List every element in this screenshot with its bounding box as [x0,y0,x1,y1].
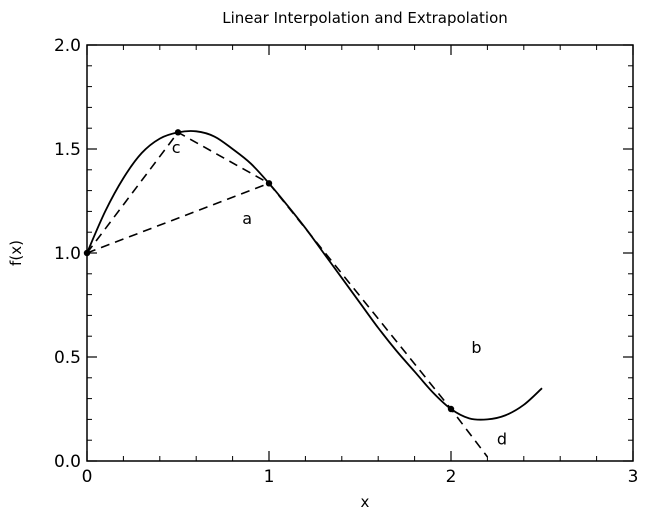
x-tick-label: 0 [82,467,93,487]
y-tick-label: 0.5 [54,348,81,368]
data-point [174,129,182,136]
data-point [265,180,273,187]
data-point [83,249,91,257]
function-curve [86,130,543,421]
plot-frame [86,44,634,462]
y-tick-label: 2.0 [54,36,81,56]
interpolation-line-3 [268,182,489,458]
x-tick-label: 3 [628,467,639,487]
y-tick-label: 0.0 [54,452,81,472]
x-axis-label: x [361,493,370,510]
x-tick-label: 2 [446,467,457,487]
series-layer [86,130,543,458]
x-tick-label: 1 [264,467,275,487]
annotations: a b c d [172,138,507,448]
axis-ticks: 0 1 2 3 0.0 0.5 1.0 1.5 2.0 [54,36,638,487]
annotation-b: b [471,338,481,357]
data-point [447,405,455,413]
data-points [83,129,455,413]
y-tick-label: 1.5 [54,140,81,160]
annotation-a: a [242,209,252,228]
y-axis-label: f(x) [7,240,25,266]
interpolation-line-1 [86,182,270,254]
y-tick-label: 1.0 [54,244,81,264]
annotation-d: d [497,429,507,448]
chart-title: Linear Interpolation and Extrapolation [222,9,508,27]
annotation-c: c [172,138,181,157]
